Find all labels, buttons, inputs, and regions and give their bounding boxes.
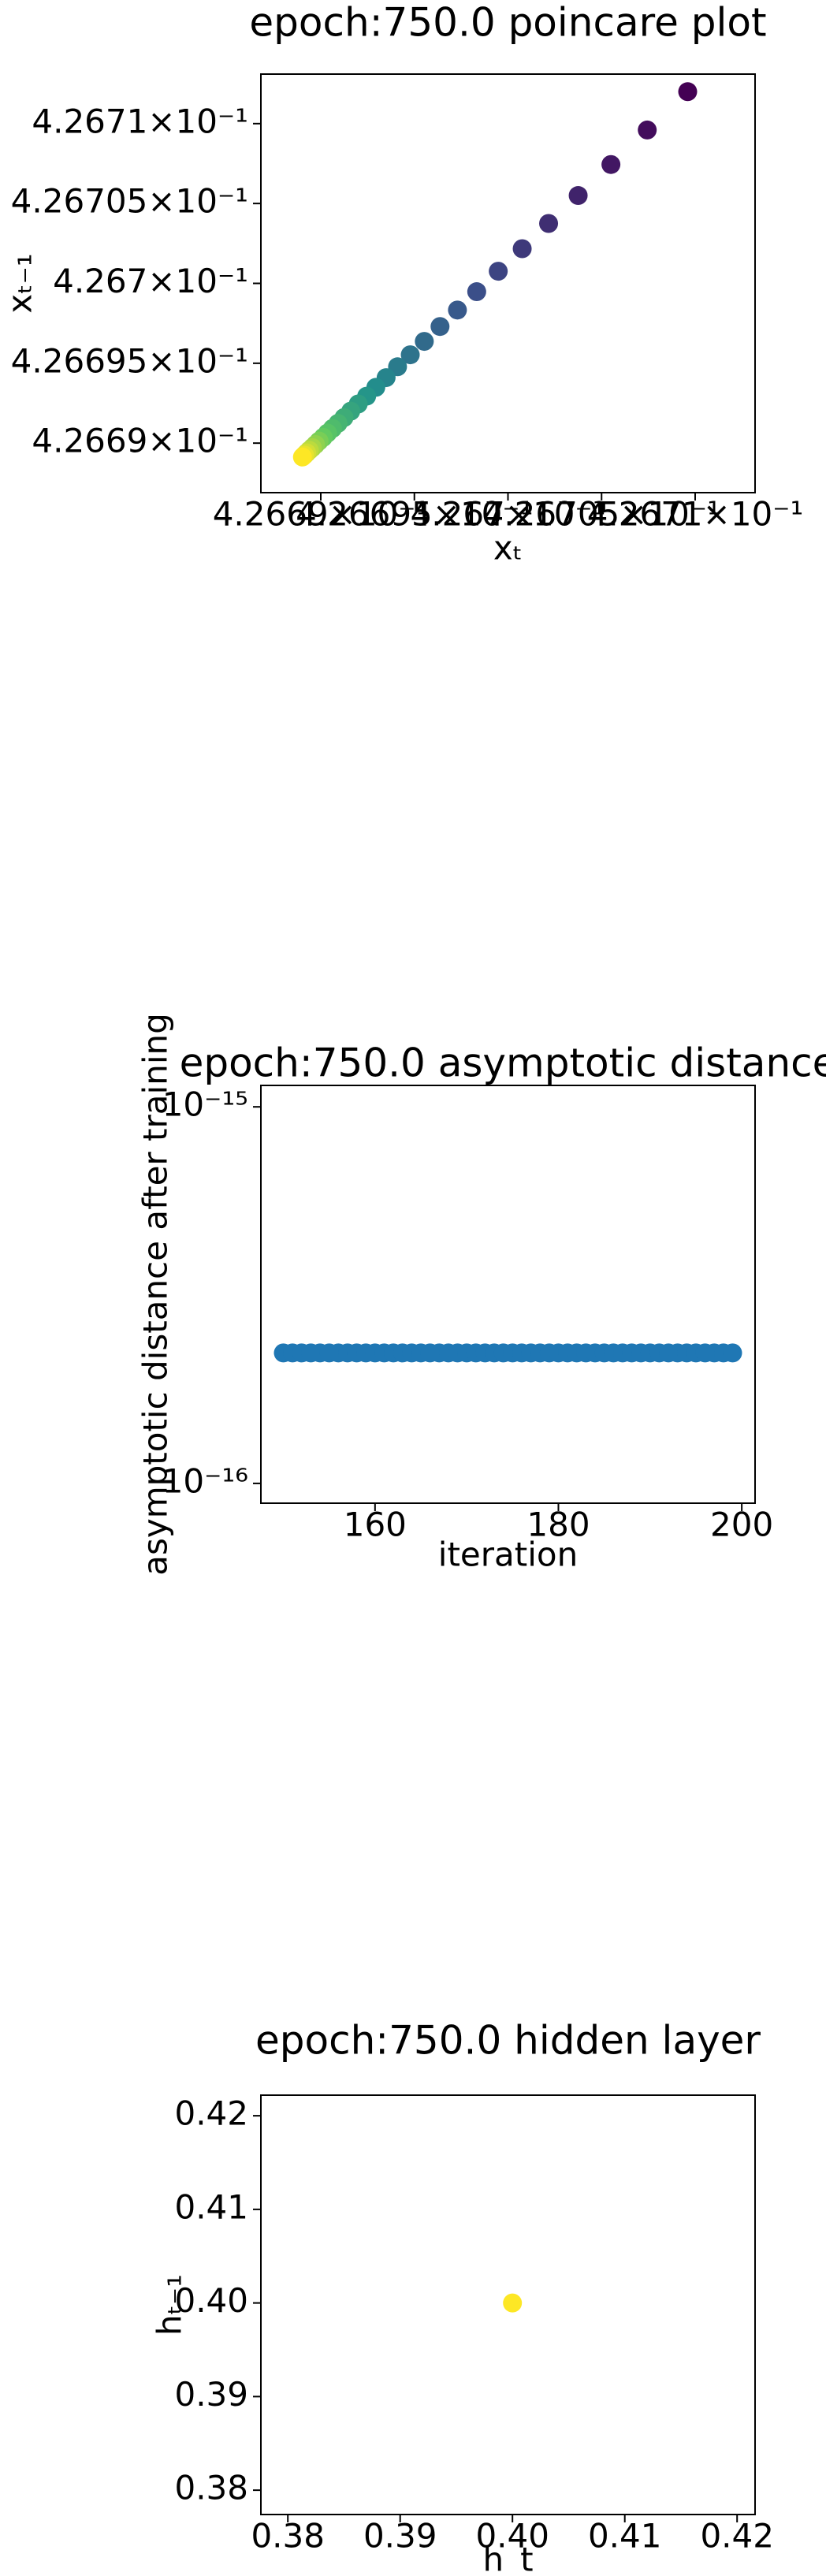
x-tick-label: 0.40 xyxy=(475,2517,549,2556)
x-tick-label: 160 xyxy=(344,1506,407,1544)
y-tick-label: 4.2669×10⁻¹ xyxy=(32,422,248,460)
point xyxy=(292,447,312,467)
plot-frame xyxy=(260,2094,756,2515)
point xyxy=(503,2293,523,2313)
point xyxy=(638,120,657,140)
y-tick-label: 4.26695×10⁻¹ xyxy=(11,341,248,380)
y-tick-label: 4.2671×10⁻¹ xyxy=(32,102,248,140)
chart-title: epoch:750.0 hidden layer xyxy=(255,2018,761,2064)
y-tick-label: 0.42 xyxy=(174,2094,248,2133)
y-axis-label: hₜ₋₁ xyxy=(151,2274,189,2336)
x-tick-label: 4.2669×10⁻¹ xyxy=(213,495,430,534)
x-axis-label: iteration xyxy=(438,1536,578,1574)
point xyxy=(467,282,486,302)
y-tick-label: 0.41 xyxy=(174,2187,248,2226)
chart-title: epoch:750.0 poincare plot xyxy=(249,0,766,46)
point xyxy=(678,82,698,102)
chart-title: epoch:750.0 asymptotic distance xyxy=(180,1040,826,1086)
point xyxy=(489,262,508,281)
x-tick-label: 0.39 xyxy=(363,2517,437,2556)
point xyxy=(430,317,450,337)
y-axis-label: asymptotic distance after training xyxy=(136,1013,175,1576)
y-tick-label: 4.26705×10⁻¹ xyxy=(11,182,248,221)
y-tick-label: 4.267×10⁻¹ xyxy=(53,262,248,300)
x-tick-label: 0.42 xyxy=(700,2517,774,2556)
point xyxy=(539,214,559,233)
x-tick-label: 4.2671×10⁻¹ xyxy=(587,495,804,534)
y-tick-label: 10⁻¹⁵ xyxy=(162,1085,248,1124)
x-tick-label: 0.41 xyxy=(588,2517,662,2556)
point xyxy=(448,300,467,320)
point xyxy=(400,345,420,365)
y-tick-label: 10⁻¹⁶ xyxy=(162,1461,248,1500)
x-tick-label: 4.267×10⁻¹ xyxy=(411,495,606,534)
x-tick-label: 4.26705×10⁻¹ xyxy=(483,495,720,534)
point xyxy=(601,154,621,174)
x-tick-label: 4.26695×10⁻¹ xyxy=(296,495,533,534)
point xyxy=(568,186,588,206)
y-tick-label: 0.40 xyxy=(174,2281,248,2320)
x-tick-label: 180 xyxy=(526,1506,590,1544)
x-axis-label: xₜ xyxy=(493,529,523,568)
plot-frame xyxy=(260,1085,756,1504)
point xyxy=(723,1343,742,1363)
x-axis-label: h_t xyxy=(482,2541,533,2576)
point xyxy=(415,332,434,352)
x-tick-label: 0.38 xyxy=(251,2517,325,2556)
x-tick-label: 200 xyxy=(710,1506,773,1544)
point xyxy=(512,239,532,259)
y-tick-label: 0.38 xyxy=(174,2469,248,2507)
y-axis-label: xₜ₋₁ xyxy=(1,253,39,313)
y-tick-label: 0.39 xyxy=(174,2375,248,2414)
